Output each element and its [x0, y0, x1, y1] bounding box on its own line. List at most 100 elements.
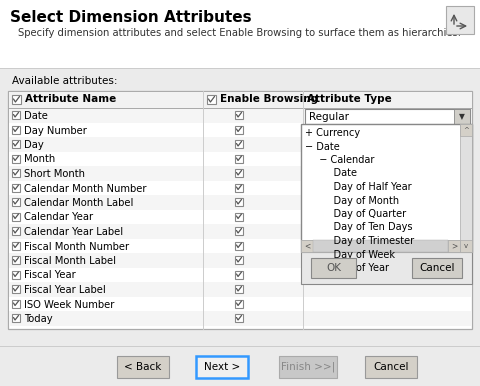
Bar	[453, 109, 469, 124]
Bar	[12, 213, 20, 220]
Bar	[12, 256, 20, 264]
Bar	[12, 314, 20, 322]
Bar	[9, 122, 470, 137]
Text: <: <	[303, 242, 310, 251]
Bar	[9, 195, 470, 210]
Text: Calendar Year: Calendar Year	[24, 213, 93, 222]
Bar	[9, 108, 470, 122]
Bar	[235, 300, 242, 308]
Bar	[312, 240, 447, 252]
Bar	[447, 240, 459, 252]
Bar	[0, 0, 480, 68]
Text: Day: Day	[24, 140, 44, 150]
Text: Calendar Month Label: Calendar Month Label	[24, 198, 133, 208]
Bar	[235, 213, 242, 220]
Text: Date: Date	[320, 169, 356, 178]
Text: OK: OK	[325, 263, 340, 273]
Text: Select Dimension Attributes: Select Dimension Attributes	[10, 10, 251, 25]
Text: Day of Trimester: Day of Trimester	[320, 236, 413, 246]
Bar	[9, 253, 470, 267]
Bar	[235, 111, 242, 119]
Bar	[235, 169, 242, 177]
Bar	[300, 240, 459, 252]
Text: − Calendar: − Calendar	[312, 155, 373, 165]
Bar	[235, 271, 242, 279]
Text: ISO Week Number: ISO Week Number	[24, 300, 114, 310]
Bar	[12, 183, 20, 191]
Bar	[9, 282, 470, 296]
Text: Cancel: Cancel	[372, 362, 408, 372]
Bar	[235, 242, 242, 249]
Text: Day of Year: Day of Year	[320, 263, 388, 273]
Text: Regular: Regular	[308, 112, 348, 122]
Bar	[117, 356, 168, 378]
Text: Fiscal Month Number: Fiscal Month Number	[24, 242, 129, 252]
Bar	[235, 183, 242, 191]
Bar	[235, 154, 242, 163]
Bar	[9, 210, 470, 224]
Bar	[235, 140, 242, 148]
Bar	[300, 252, 471, 284]
Text: Next >: Next >	[204, 362, 240, 372]
Bar	[0, 347, 480, 386]
Bar	[9, 296, 470, 311]
Text: Cancel: Cancel	[419, 263, 454, 273]
Bar	[235, 314, 242, 322]
Text: >: >	[450, 242, 456, 251]
Bar	[235, 285, 242, 293]
Bar	[12, 227, 20, 235]
Bar	[9, 151, 470, 166]
Bar	[8, 108, 471, 109]
Bar	[12, 242, 20, 249]
Text: Today: Today	[24, 314, 52, 324]
Bar	[195, 356, 248, 378]
Bar	[304, 109, 469, 124]
Bar	[8, 91, 471, 329]
Bar	[12, 125, 20, 134]
Bar	[12, 300, 20, 308]
Bar	[445, 6, 473, 34]
Text: + Currency: + Currency	[304, 128, 360, 138]
Text: Day of Week: Day of Week	[320, 249, 394, 259]
Bar	[12, 285, 20, 293]
Text: ^: ^	[462, 127, 468, 133]
Bar	[9, 166, 470, 181]
Bar	[235, 125, 242, 134]
Bar	[12, 198, 20, 206]
Text: ▼: ▼	[458, 112, 464, 121]
Bar	[12, 169, 20, 177]
Bar	[0, 68, 480, 69]
Bar	[278, 356, 336, 378]
Text: Day of Half Year: Day of Half Year	[320, 182, 411, 192]
Text: Fiscal Year: Fiscal Year	[24, 271, 75, 281]
Text: Day of Ten Days: Day of Ten Days	[320, 222, 412, 232]
Text: Available attributes:: Available attributes:	[12, 76, 117, 86]
Text: − Date: − Date	[304, 142, 339, 151]
Text: Finish >>|: Finish >>|	[280, 362, 335, 372]
Bar	[12, 111, 20, 119]
Text: Enable Browsing: Enable Browsing	[219, 94, 317, 104]
Bar	[9, 224, 470, 239]
Bar	[206, 95, 216, 104]
Bar	[12, 271, 20, 279]
Bar	[12, 154, 20, 163]
Text: v: v	[463, 243, 467, 249]
Bar	[9, 137, 470, 151]
Text: Month: Month	[24, 154, 55, 164]
Bar	[235, 227, 242, 235]
Bar	[235, 198, 242, 206]
Bar	[459, 240, 471, 252]
Bar	[12, 140, 20, 148]
Bar	[459, 124, 471, 252]
Bar	[12, 95, 21, 104]
Text: Fiscal Year Label: Fiscal Year Label	[24, 285, 106, 295]
Bar	[9, 267, 470, 282]
Text: Attribute Type: Attribute Type	[306, 94, 391, 104]
Bar	[0, 69, 480, 386]
Bar	[364, 356, 416, 378]
Bar	[9, 181, 470, 195]
Bar	[9, 239, 470, 253]
Text: Calendar Month Number: Calendar Month Number	[24, 183, 146, 193]
Text: Calendar Year Label: Calendar Year Label	[24, 227, 123, 237]
Text: Specify dimension attributes and select Enable Browsing to surface them as hiera: Specify dimension attributes and select …	[18, 28, 460, 38]
